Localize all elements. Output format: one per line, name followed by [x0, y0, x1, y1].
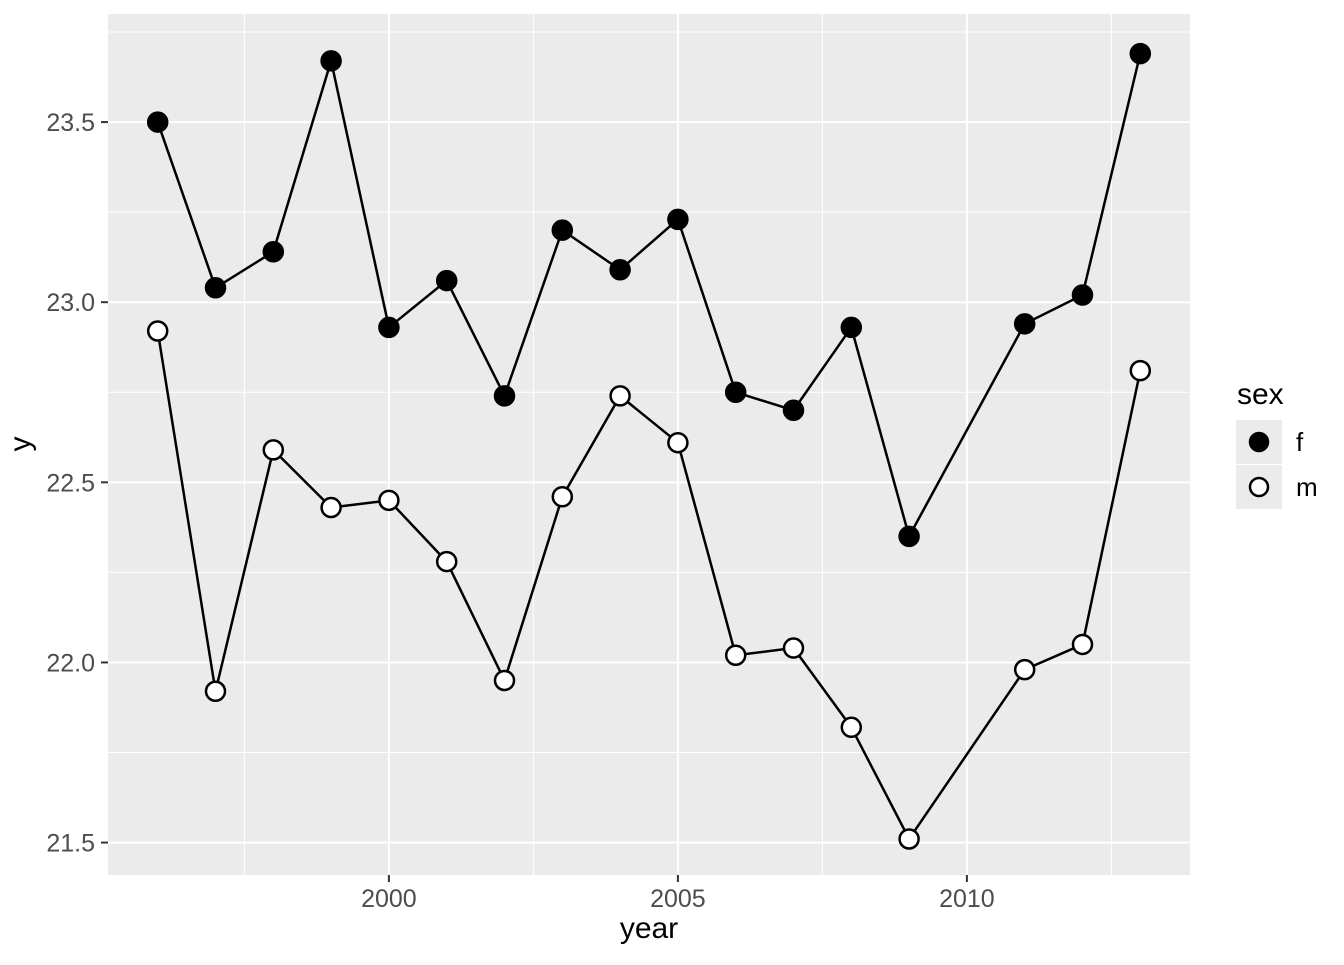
legend-label-m: m: [1296, 472, 1318, 502]
data-point-m-2013: [1129, 359, 1152, 382]
x-axis-tick-label: 2010: [939, 885, 995, 913]
data-point-f-2011: [1013, 313, 1036, 335]
data-point-m-2006: [724, 644, 747, 666]
legend-marker-m-open-circle-icon: [1248, 476, 1270, 498]
legend-title: sex: [1237, 378, 1284, 411]
data-point-f-2008: [840, 316, 863, 339]
x-axis-title: year: [620, 912, 678, 945]
data-point-m-2007: [782, 637, 805, 659]
data-point-m-2002: [493, 669, 516, 692]
data-point-m-2001: [435, 550, 458, 573]
data-point-m-1997: [204, 680, 227, 703]
plot-panel: [108, 14, 1190, 875]
data-point-f-2001: [435, 269, 458, 292]
data-point-f-2006: [724, 381, 747, 404]
gridlines-minor: [108, 14, 1190, 875]
data-point-f-1999: [320, 50, 342, 72]
data-point-f-1996: [146, 111, 169, 133]
data-point-m-1998: [262, 439, 285, 461]
axis-tick-labels: 21.5 22.0 22.5 23.0 23.5 2000 2005 2010: [46, 109, 994, 913]
gridlines-major: [108, 14, 1190, 875]
data-point-m-2009: [898, 828, 920, 850]
data-point-m-2008: [840, 716, 863, 739]
legend-label-f: f: [1296, 427, 1304, 457]
data-point-f-2003: [551, 219, 574, 241]
data-point-f-2012: [1071, 284, 1094, 306]
y-axis-tick-label: 22.0: [46, 649, 95, 677]
data-point-m-2000: [378, 489, 400, 512]
y-axis-title: y: [4, 437, 37, 452]
y-axis-tick-label: 21.5: [46, 830, 95, 858]
data-point-f-2009: [898, 525, 920, 548]
data-point-f-1997: [204, 277, 227, 299]
y-axis-tick-label: 22.5: [46, 469, 95, 497]
data-point-f-2000: [378, 316, 400, 339]
data-point-m-1996: [146, 320, 169, 342]
legend: sex f m: [1236, 378, 1318, 509]
y-axis-tick-label: 23.5: [46, 109, 95, 137]
axis-tick-marks: [101, 121, 968, 882]
x-axis-tick-label: 2000: [361, 885, 417, 913]
data-point-f-2002: [493, 385, 516, 407]
data-point-f-2013: [1129, 42, 1152, 65]
data-point-f-2005: [667, 208, 689, 231]
y-axis-tick-label: 23.0: [46, 289, 95, 317]
data-point-f-2007: [782, 399, 805, 422]
data-point-f-1998: [262, 241, 285, 263]
legend-marker-f-filled-circle-icon: [1248, 431, 1270, 453]
data-point-m-2011: [1013, 658, 1036, 681]
data-point-m-1999: [320, 496, 342, 519]
series-points: [146, 42, 1152, 850]
data-point-m-2004: [609, 385, 631, 407]
data-point-m-2012: [1071, 633, 1094, 656]
data-point-m-2003: [551, 485, 574, 508]
data-point-m-2005: [667, 431, 689, 454]
data-point-f-2004: [609, 259, 631, 281]
x-axis-tick-label: 2005: [650, 885, 706, 913]
